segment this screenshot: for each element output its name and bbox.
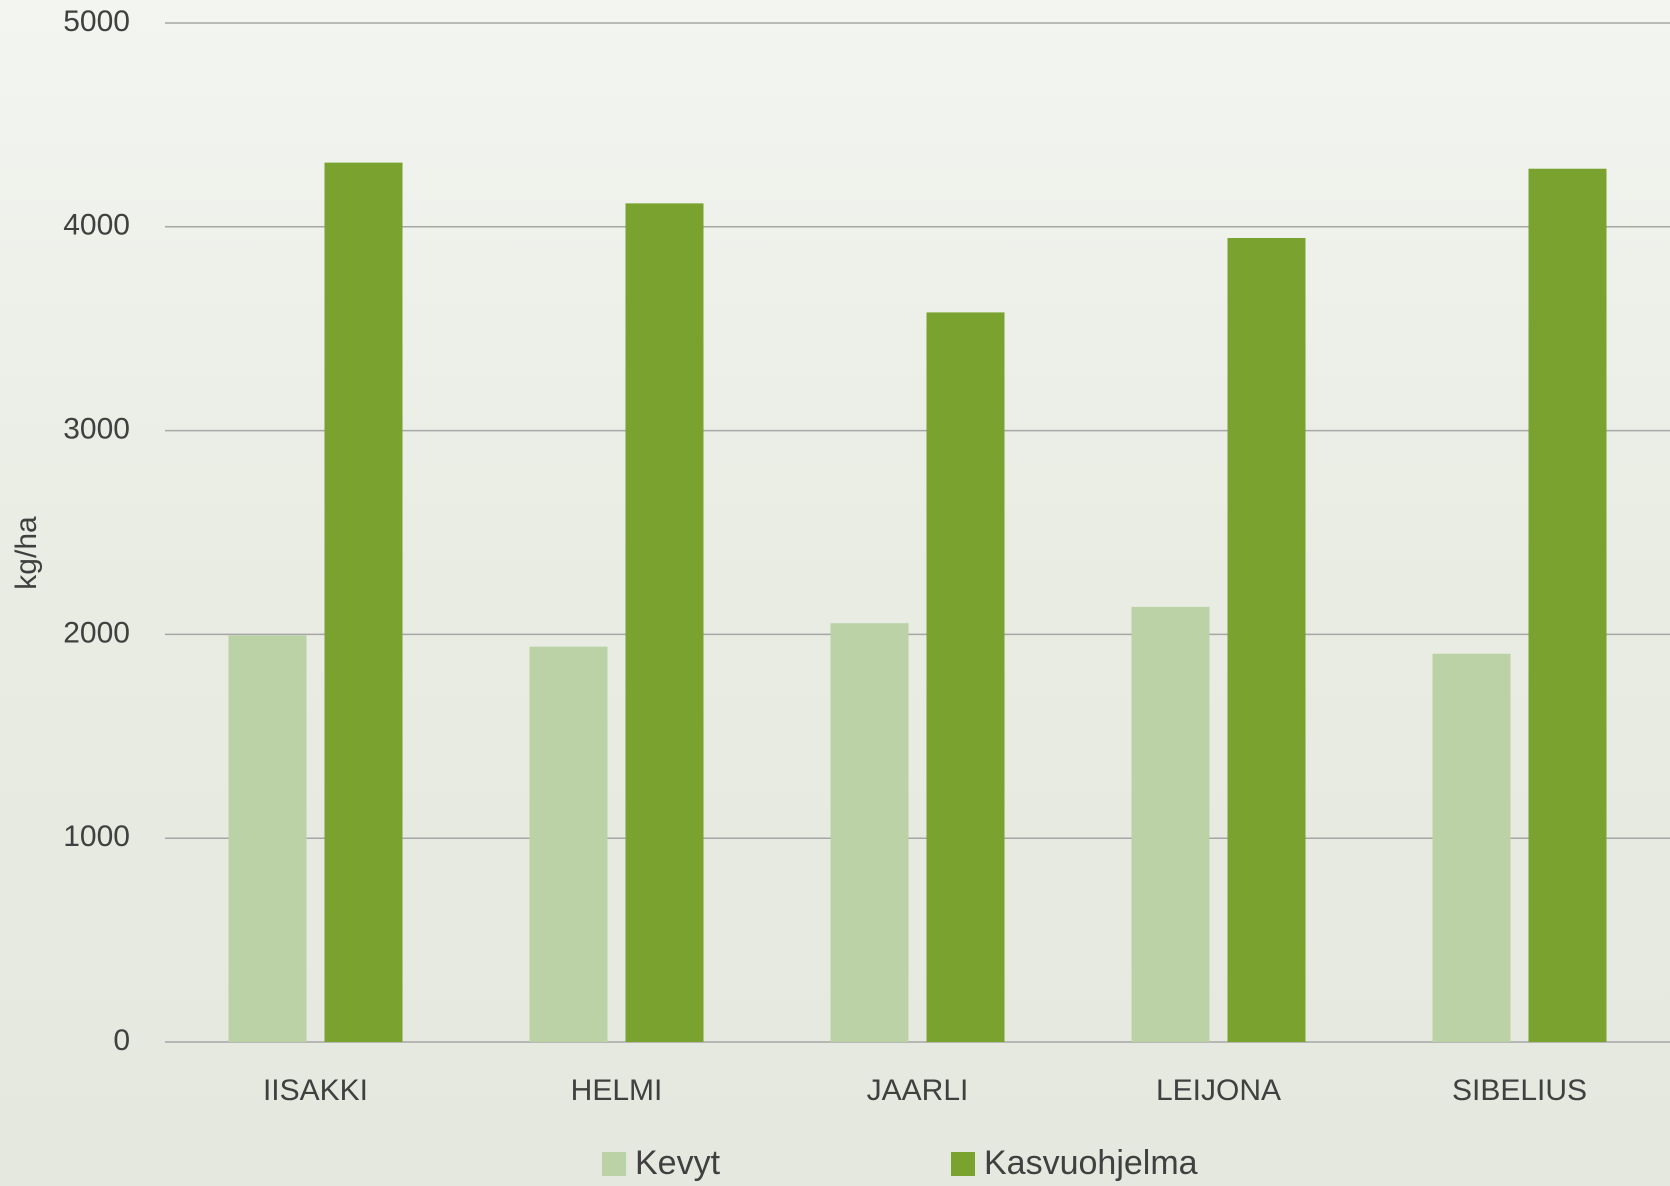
x-tick-label: LEIJONA <box>1156 1074 1281 1107</box>
y-tick-label: 3000 <box>63 413 130 446</box>
y-tick-label: 4000 <box>63 209 130 242</box>
legend-swatch <box>951 1152 975 1176</box>
y-tick-label: 1000 <box>63 820 130 853</box>
legend-label: Kasvuohjelma <box>984 1144 1198 1182</box>
bar <box>1432 653 1511 1042</box>
bar <box>830 623 909 1042</box>
legend-swatch <box>602 1152 626 1176</box>
x-tick-label: IISAKKI <box>263 1074 368 1107</box>
bar <box>529 646 608 1042</box>
bar <box>228 635 307 1042</box>
y-axis-label: kg/ha <box>10 516 43 590</box>
legend-label: Kevyt <box>635 1144 721 1182</box>
y-tick-label: 2000 <box>63 616 130 649</box>
y-tick-label: 5000 <box>63 5 130 38</box>
bar <box>324 162 403 1042</box>
bar <box>926 312 1005 1042</box>
bar <box>1227 238 1306 1042</box>
bar <box>1528 168 1607 1043</box>
bar <box>1131 606 1210 1042</box>
y-tick-label: 0 <box>113 1024 130 1057</box>
x-tick-label: SIBELIUS <box>1452 1074 1587 1107</box>
x-tick-label: HELMI <box>571 1074 663 1107</box>
x-tick-label: JAARLI <box>867 1074 969 1107</box>
bar <box>625 203 704 1042</box>
